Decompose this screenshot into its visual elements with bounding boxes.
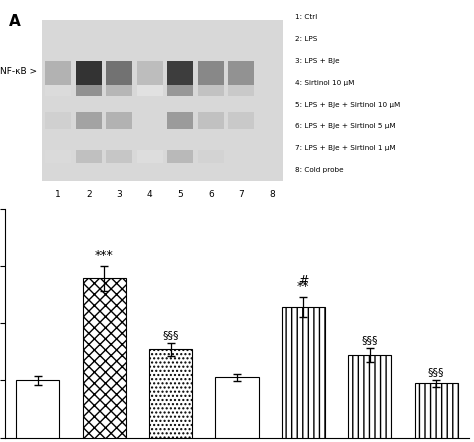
Bar (42, 20, 283, 181)
Text: 3: 3 (116, 190, 122, 199)
Text: §§§: §§§ (163, 330, 179, 339)
Text: A: A (9, 14, 21, 29)
Text: 1: Ctrl: 1: Ctrl (295, 14, 317, 20)
Bar (76, 112, 102, 129)
Text: **: ** (297, 280, 310, 293)
Bar (82, 278, 126, 438)
Bar (137, 112, 163, 129)
Bar (228, 112, 255, 129)
Text: 3: LPS + BJe: 3: LPS + BJe (295, 58, 340, 64)
Text: 6: 6 (208, 190, 214, 199)
Text: 7: LPS + BJe + Sirtinol 1 μM: 7: LPS + BJe + Sirtinol 1 μM (295, 145, 396, 151)
Bar (137, 150, 163, 163)
Bar (106, 61, 132, 85)
Text: 6: LPS + BJe + Sirtinol 5 μM: 6: LPS + BJe + Sirtinol 5 μM (295, 123, 396, 130)
Bar (198, 112, 224, 129)
Text: 1: 1 (55, 190, 61, 199)
Bar (167, 150, 193, 163)
Bar (45, 150, 71, 163)
Bar (414, 383, 457, 438)
Bar (106, 85, 132, 96)
Bar (282, 307, 325, 438)
Bar (45, 61, 71, 85)
Bar (76, 150, 102, 163)
Text: #: # (298, 274, 309, 287)
Text: 7: 7 (238, 190, 244, 199)
Bar (106, 150, 132, 163)
Bar (167, 61, 193, 85)
Text: 2: LPS: 2: LPS (295, 36, 318, 42)
Text: 5: LPS + BJe + Sirtinol 10 μM: 5: LPS + BJe + Sirtinol 10 μM (295, 102, 401, 107)
Bar (106, 112, 132, 129)
Bar (167, 112, 193, 129)
Bar (198, 150, 224, 163)
Bar (137, 85, 163, 96)
Bar (228, 150, 255, 163)
Bar (16, 380, 60, 438)
Bar (137, 61, 163, 85)
Text: §§§: §§§ (428, 367, 444, 377)
Bar (76, 61, 102, 85)
Text: 5: 5 (177, 190, 183, 199)
Bar (215, 377, 259, 438)
Bar (228, 85, 255, 96)
Bar (76, 85, 102, 96)
Bar (45, 112, 71, 129)
Text: 2: 2 (86, 190, 91, 199)
Bar (348, 355, 392, 438)
Text: ***: *** (95, 249, 114, 262)
Text: §§§: §§§ (362, 335, 378, 345)
Text: 8: 8 (269, 190, 275, 199)
Text: 8: Cold probe: 8: Cold probe (295, 167, 344, 173)
Bar (198, 61, 224, 85)
Bar (228, 61, 255, 85)
Text: NF-κB >: NF-κB > (0, 67, 37, 76)
Bar (167, 85, 193, 96)
Text: 4: 4 (147, 190, 153, 199)
Bar (198, 85, 224, 96)
Bar (45, 85, 71, 96)
Text: 4: Sirtinol 10 μM: 4: Sirtinol 10 μM (295, 80, 355, 86)
Bar (149, 350, 192, 438)
